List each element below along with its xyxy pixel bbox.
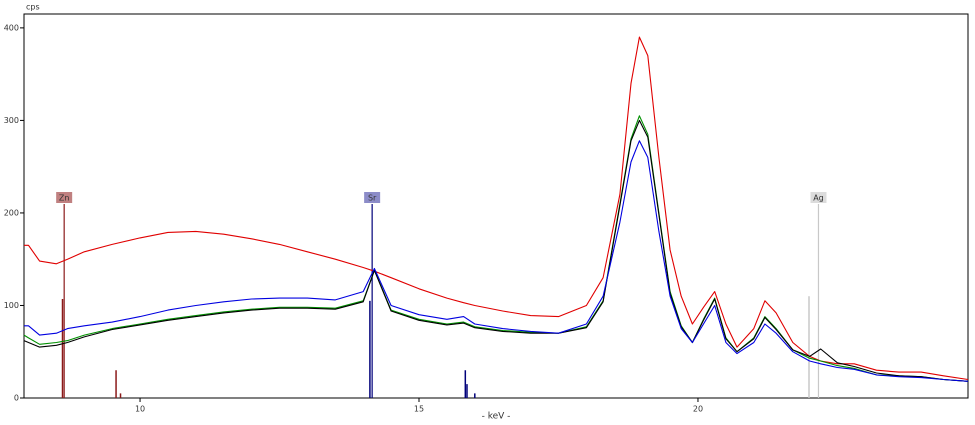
x-tick-label: 10 xyxy=(135,405,145,414)
y-axis-label: cps xyxy=(26,3,40,12)
spectrum-line xyxy=(23,119,969,382)
x-tick-label: 15 xyxy=(414,405,424,414)
x-tick-label: 20 xyxy=(693,405,703,414)
y-tick-label: 100 xyxy=(4,301,19,310)
y-tick-label: 0 xyxy=(14,394,19,403)
element-label: Ag xyxy=(813,194,824,203)
y-tick-label: 200 xyxy=(4,208,19,217)
element-label-box xyxy=(364,192,381,203)
plot-frame xyxy=(23,13,969,399)
element-label-box xyxy=(810,192,827,203)
y-tick-label: 300 xyxy=(4,116,19,125)
y-tick-label: 400 xyxy=(4,23,19,32)
spectrum-line xyxy=(24,140,969,382)
element-label: Sr xyxy=(368,194,377,203)
element-label: Zn xyxy=(59,194,70,203)
x-axis-label: - keV - xyxy=(482,412,511,422)
spectrum-line xyxy=(23,115,969,382)
spectrum-line xyxy=(24,36,969,381)
element-label-box xyxy=(56,192,73,203)
